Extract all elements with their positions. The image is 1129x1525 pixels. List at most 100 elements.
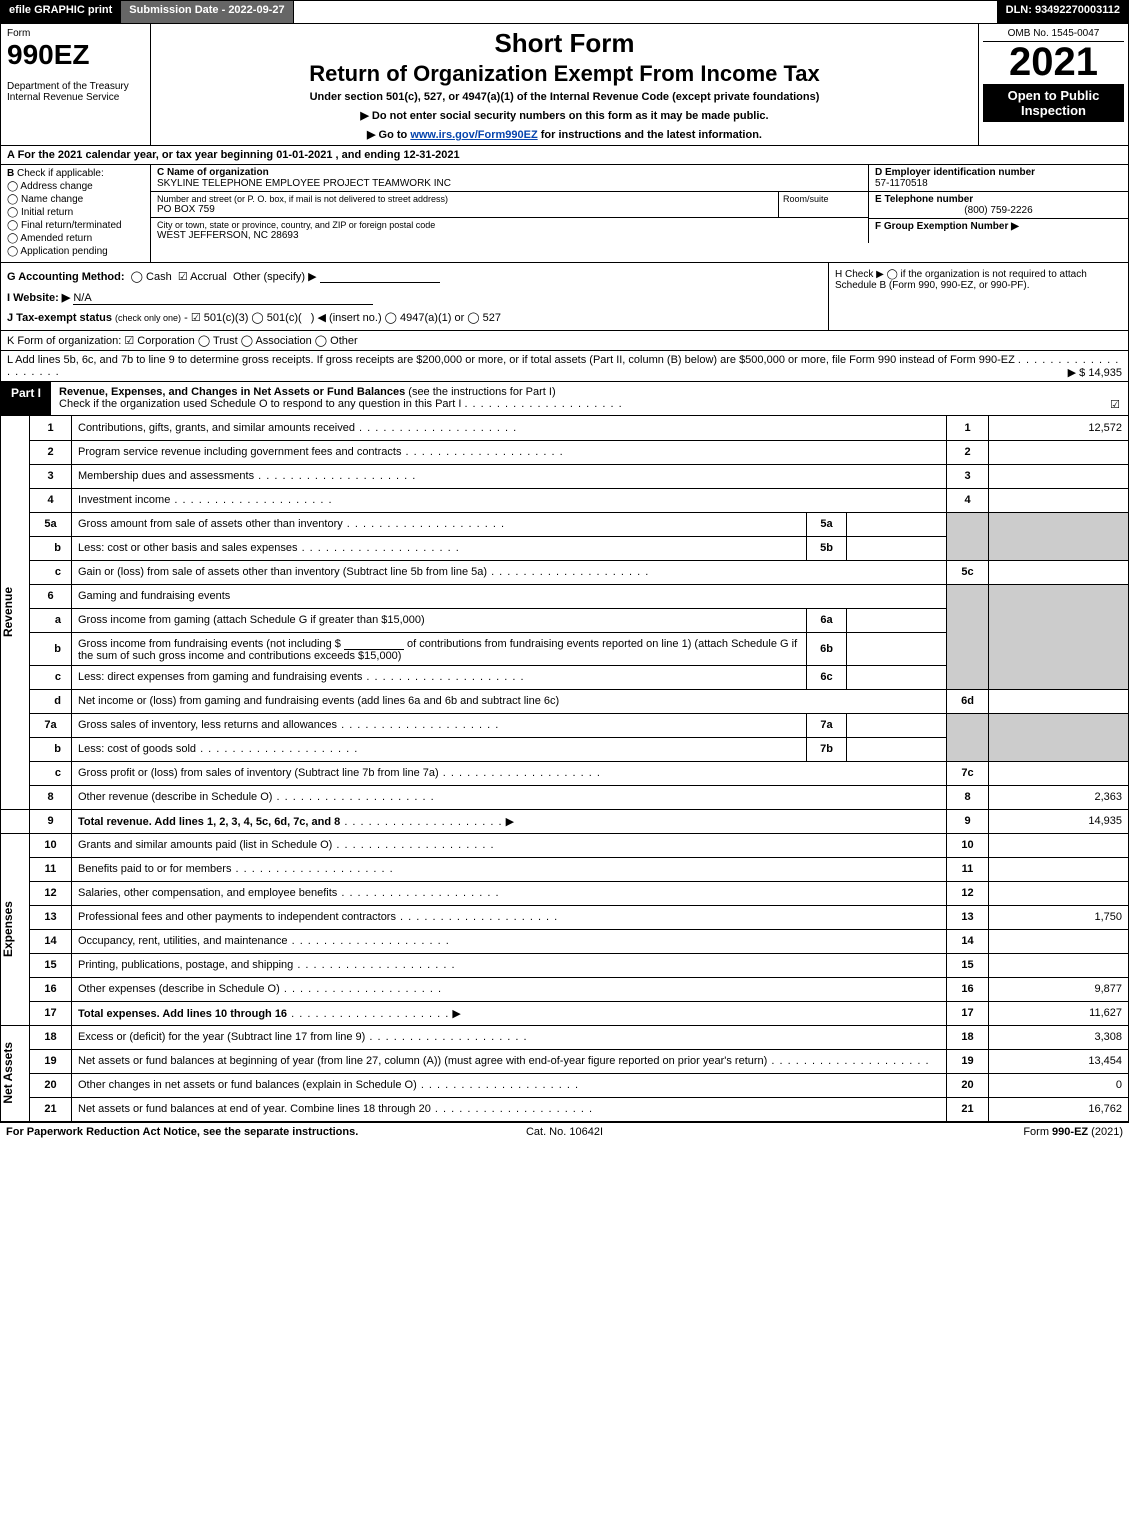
irs-link[interactable]: www.irs.gov/Form990EZ	[410, 129, 537, 141]
b-check-if: Check if applicable:	[17, 168, 104, 179]
row-l: L Add lines 5b, 6c, and 7b to line 9 to …	[0, 351, 1129, 382]
section-b: B Check if applicable: ◯ Address change …	[1, 165, 151, 262]
l-amount: ▶ $ 14,935	[1068, 366, 1122, 379]
ln: b	[30, 632, 72, 665]
line-11: 11 Benefits paid to or for members 11	[1, 857, 1129, 881]
ln: 14	[30, 929, 72, 953]
chk-amended-return[interactable]: ◯ Amended return	[7, 233, 144, 244]
shade	[947, 512, 989, 560]
c-name-label: C Name of organization	[157, 167, 269, 178]
chk-label: Address change	[20, 181, 92, 192]
shade	[947, 713, 989, 761]
line-1: Revenue 1 Contributions, gifts, grants, …	[1, 416, 1129, 440]
numcol: 5c	[947, 560, 989, 584]
footer-right: Form 990-EZ (2021)	[751, 1126, 1123, 1138]
desc: Total revenue. Add lines 1, 2, 3, 4, 5c,…	[78, 816, 340, 828]
ln: 5a	[30, 512, 72, 536]
ein: 57-1170518	[875, 178, 928, 189]
amt: 3,308	[989, 1025, 1129, 1049]
blank	[344, 636, 404, 650]
row-a: A For the 2021 calendar year, or tax yea…	[0, 146, 1129, 165]
shade	[947, 584, 989, 689]
line-6d: d Net income or (loss) from gaming and f…	[1, 689, 1129, 713]
amt	[989, 464, 1129, 488]
department: Department of the Treasury Internal Reve…	[7, 81, 144, 103]
amt: 12,572	[989, 416, 1129, 440]
ln: 6	[30, 584, 72, 608]
website-value: N/A	[73, 292, 373, 305]
ln: 7a	[30, 713, 72, 737]
block-bcdef: B Check if applicable: ◯ Address change …	[0, 165, 1129, 263]
header-left: Form 990EZ Department of the Treasury In…	[1, 24, 151, 145]
g-other-input[interactable]	[320, 269, 440, 283]
desc: Net income or (loss) from gaming and fun…	[72, 689, 947, 713]
mini-val	[847, 608, 947, 632]
ln: 21	[30, 1097, 72, 1121]
chk-initial-return[interactable]: ◯ Initial return	[7, 207, 144, 218]
addr-label: Number and street (or P. O. box, if mail…	[157, 194, 772, 204]
desc: Other revenue (describe in Schedule O)	[78, 791, 272, 803]
mini-lbl: 6b	[807, 632, 847, 665]
mini-lbl: 6a	[807, 608, 847, 632]
amt	[989, 857, 1129, 881]
form-header: Form 990EZ Department of the Treasury In…	[0, 24, 1129, 146]
amt	[989, 953, 1129, 977]
amt	[989, 761, 1129, 785]
side-revenue: Revenue	[1, 416, 30, 809]
desc: Gain or (loss) from sale of assets other…	[78, 566, 487, 578]
efile-link[interactable]: efile GRAPHIC print	[1, 1, 121, 23]
row-j: J Tax-exempt status (check only one) - ☑…	[7, 311, 822, 324]
chk-label: Final return/terminated	[21, 220, 122, 231]
line-18: Net Assets 18 Excess or (deficit) for th…	[1, 1025, 1129, 1049]
desc: Benefits paid to or for members	[78, 863, 231, 875]
ln: 2	[30, 440, 72, 464]
city-label: City or town, state or province, country…	[157, 220, 862, 230]
top-bar: efile GRAPHIC print Submission Date - 20…	[0, 0, 1129, 24]
line-16: 16 Other expenses (describe in Schedule …	[1, 977, 1129, 1001]
form-label: Form	[7, 28, 144, 39]
part1-header: Part I Revenue, Expenses, and Changes in…	[0, 382, 1129, 416]
part1-tag: Part I	[1, 382, 51, 415]
line-6: 6 Gaming and fundraising events	[1, 584, 1129, 608]
submission-date: Submission Date - 2022-09-27	[121, 1, 293, 23]
amt: 14,935	[989, 809, 1129, 833]
amt	[989, 929, 1129, 953]
desc: Less: cost or other basis and sales expe…	[78, 542, 298, 554]
chk-name-change[interactable]: ◯ Name change	[7, 194, 144, 205]
numcol: 18	[947, 1025, 989, 1049]
mini-lbl: 7a	[807, 713, 847, 737]
line-4: 4 Investment income 4	[1, 488, 1129, 512]
ln: 9	[30, 809, 72, 833]
mini-val	[847, 632, 947, 665]
g-cash[interactable]: Cash	[146, 271, 172, 283]
desc: Salaries, other compensation, and employ…	[78, 887, 337, 899]
desc: Gaming and fundraising events	[72, 584, 947, 608]
short-form-title: Short Form	[157, 28, 972, 59]
desc: Program service revenue including govern…	[78, 446, 401, 458]
row-k: K Form of organization: ☑ Corporation ◯ …	[0, 331, 1129, 351]
line-7c: c Gross profit or (loss) from sales of i…	[1, 761, 1129, 785]
chk-application-pending[interactable]: ◯ Application pending	[7, 246, 144, 257]
numcol: 9	[947, 809, 989, 833]
line-12: 12 Salaries, other compensation, and emp…	[1, 881, 1129, 905]
ln: 18	[30, 1025, 72, 1049]
d-label: D Employer identification number	[875, 167, 1035, 178]
part1-title-area: Revenue, Expenses, and Changes in Net As…	[51, 382, 1128, 415]
g-other[interactable]: Other (specify) ▶	[233, 271, 317, 283]
desc: Occupancy, rent, utilities, and maintena…	[78, 935, 288, 947]
chk-final-return[interactable]: ◯ Final return/terminated	[7, 220, 144, 231]
shade	[989, 713, 1129, 761]
b-label: B	[7, 168, 14, 179]
line-13: 13 Professional fees and other payments …	[1, 905, 1129, 929]
right-col-def: D Employer identification number 57-1170…	[868, 165, 1128, 243]
desc: Printing, publications, postage, and shi…	[78, 959, 293, 971]
org-name: SKYLINE TELEPHONE EMPLOYEE PROJECT TEAMW…	[157, 178, 862, 189]
line-15: 15 Printing, publications, postage, and …	[1, 953, 1129, 977]
amt	[989, 440, 1129, 464]
chk-address-change[interactable]: ◯ Address change	[7, 181, 144, 192]
numcol: 20	[947, 1073, 989, 1097]
subtitle: Under section 501(c), 527, or 4947(a)(1)…	[157, 91, 972, 103]
g-accrual[interactable]: Accrual	[190, 271, 227, 283]
side-expenses: Expenses	[1, 833, 30, 1025]
numcol: 3	[947, 464, 989, 488]
